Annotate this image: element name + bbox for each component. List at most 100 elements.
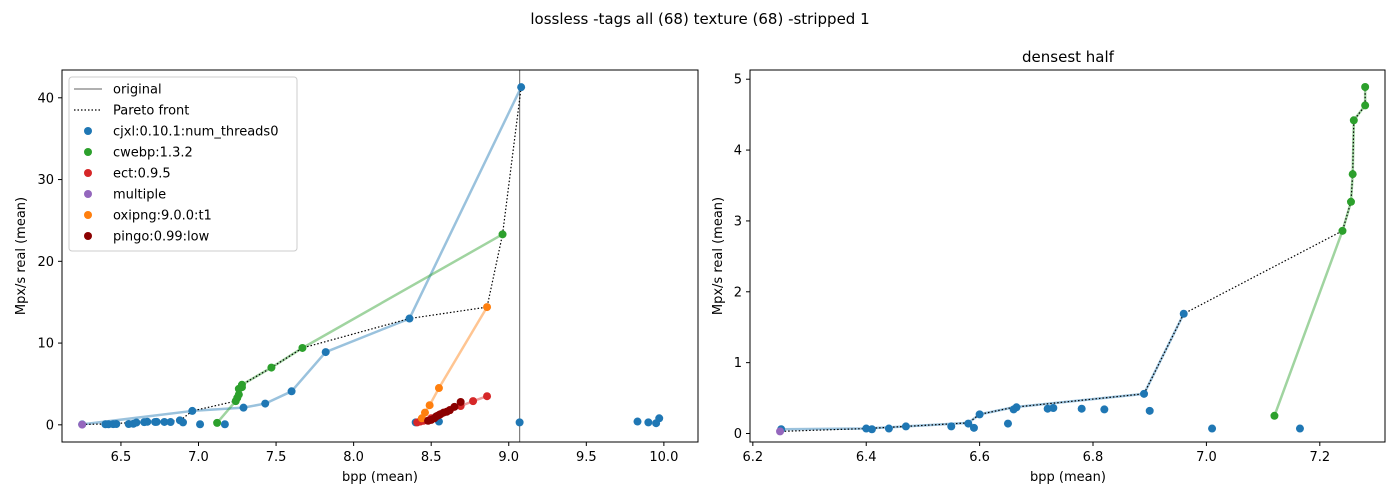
data-point-cjxl	[515, 418, 524, 427]
data-point-cjxl	[1049, 403, 1058, 412]
legend-box	[68, 76, 298, 252]
y-tick-label: 4	[734, 144, 742, 159]
series-line-cjxl	[82, 86, 523, 426]
data-point-cwebp	[1361, 83, 1370, 92]
data-point-cjxl	[220, 420, 229, 429]
legend-swatch-marker	[84, 148, 92, 156]
legend-swatch-marker	[84, 190, 92, 198]
legend-label: cwebp:1.3.2	[113, 146, 193, 161]
data-point-cwebp	[1348, 170, 1357, 179]
y-tick-label: 40	[37, 91, 54, 106]
y-tick-label: 10	[37, 337, 54, 352]
data-point-cjxl	[405, 314, 414, 323]
data-point-cjxl	[1179, 309, 1188, 318]
data-point-cjxl	[1145, 406, 1154, 415]
data-point-cwebp	[498, 230, 507, 239]
data-point-cjxl	[1077, 404, 1086, 413]
y-tick-label: 5	[734, 73, 742, 88]
x-tick-label: 9.5	[576, 450, 597, 465]
data-point-cjxl	[1208, 424, 1217, 433]
data-point-cwebp	[267, 363, 276, 372]
legend-label: ect:0.9.5	[113, 167, 171, 182]
data-point-cjxl	[633, 417, 642, 426]
legend-label: original	[113, 83, 162, 98]
left-xlabel: bpp (mean)	[342, 470, 418, 485]
legend-label: cjxl:0.10.1:num_threads0	[113, 125, 278, 140]
data-point-cjxl	[166, 418, 175, 427]
data-point-cwebp	[1349, 116, 1358, 125]
data-point-cjxl	[112, 420, 121, 429]
data-point-ect	[469, 397, 478, 406]
data-point-oxipng	[425, 401, 434, 410]
x-tick-label: 8.0	[343, 450, 364, 465]
data-point-cwebp	[237, 380, 246, 389]
data-point-cwebp	[298, 343, 307, 352]
right-xlabel: bpp (mean)	[1030, 470, 1106, 485]
data-point-cjxl	[1003, 419, 1012, 428]
data-point-cjxl	[517, 83, 526, 92]
pareto-front-line	[82, 87, 522, 426]
data-point-cwebp	[234, 390, 243, 399]
data-point-cjxl	[321, 348, 330, 357]
figure-title: lossless -tags all (68) texture (68) -st…	[530, 10, 869, 28]
right-axes-frame	[749, 69, 1386, 443]
right-title: densest half	[1022, 48, 1115, 66]
y-tick-label: 0	[46, 418, 54, 433]
pareto-front-line-right	[781, 87, 1366, 432]
data-point-cjxl	[1295, 424, 1304, 433]
legend: original Pareto front cjxl:0.10.1:num_thre…	[68, 76, 298, 252]
data-point-cjxl	[1012, 403, 1021, 412]
series-line-cwebp	[1273, 87, 1367, 417]
x-tick-label: 9.0	[498, 450, 519, 465]
right-ylabel: Mpx/s real (mean)	[711, 197, 726, 315]
x-tick-label: 6.4	[856, 450, 877, 465]
data-point-cjxl	[196, 420, 205, 429]
right-chart: densest half 6.2 6.4 6.6 6.8 7.0 7.2 0 1 2 3 4 5 bp…	[711, 48, 1386, 485]
data-point-cjxl	[188, 406, 197, 415]
legend-swatch-marker	[84, 211, 92, 219]
y-tick-label: 1	[734, 356, 742, 371]
left-axes-frame	[61, 69, 699, 443]
data-point-multiple	[78, 420, 87, 429]
left-ylabel: Mpx/s real (mean)	[14, 197, 29, 315]
y-tick-label: 3	[734, 214, 742, 229]
data-point-cjxl	[644, 418, 653, 427]
data-point-cwebp	[1361, 101, 1370, 110]
data-point-cjxl	[132, 418, 141, 427]
y-tick-label: 20	[37, 255, 54, 270]
data-point-cjxl	[287, 387, 296, 396]
x-tick-label: 6.6	[969, 450, 990, 465]
data-point-cjxl	[160, 417, 169, 426]
data-point-cjxl	[655, 414, 664, 423]
legend-label: multiple	[113, 188, 166, 203]
legend-swatch-marker	[84, 127, 92, 135]
data-point-cwebp	[1346, 197, 1355, 206]
x-tick-label: 8.5	[421, 450, 442, 465]
left-chart: 6.5 7.0 7.5 8.0 8.5 9.0 9.5 10.0 0 10 20 30 40 bpp (…	[14, 69, 699, 485]
legend-label: Pareto front	[113, 104, 189, 119]
x-tick-label: 7.0	[188, 450, 209, 465]
y-tick-label: 2	[734, 285, 742, 300]
data-point-cwebp	[1270, 411, 1279, 420]
x-tick-label: 6.8	[1083, 450, 1104, 465]
legend-swatch-marker	[84, 232, 92, 240]
x-tick-label: 7.2	[1309, 450, 1330, 465]
data-point-cjxl	[867, 425, 876, 434]
legend-swatch-marker	[84, 169, 92, 177]
x-tick-label: 10.0	[649, 450, 678, 465]
data-point-cjxl	[178, 418, 187, 427]
data-point-cjxl	[1100, 405, 1109, 414]
data-point-pingo	[450, 402, 459, 411]
data-point-cjxl	[947, 422, 956, 431]
data-point-oxipng	[483, 303, 492, 312]
y-tick-label: 0	[734, 427, 742, 442]
x-tick-label: 6.2	[742, 450, 763, 465]
x-tick-label: 6.5	[111, 450, 132, 465]
legend-label: pingo:0.99:low	[113, 230, 210, 245]
data-point-pingo	[456, 397, 465, 406]
data-point-cjxl	[975, 410, 984, 419]
data-point-cwebp	[213, 418, 222, 427]
data-point-cjxl	[152, 417, 161, 426]
x-tick-label: 7.5	[266, 450, 287, 465]
